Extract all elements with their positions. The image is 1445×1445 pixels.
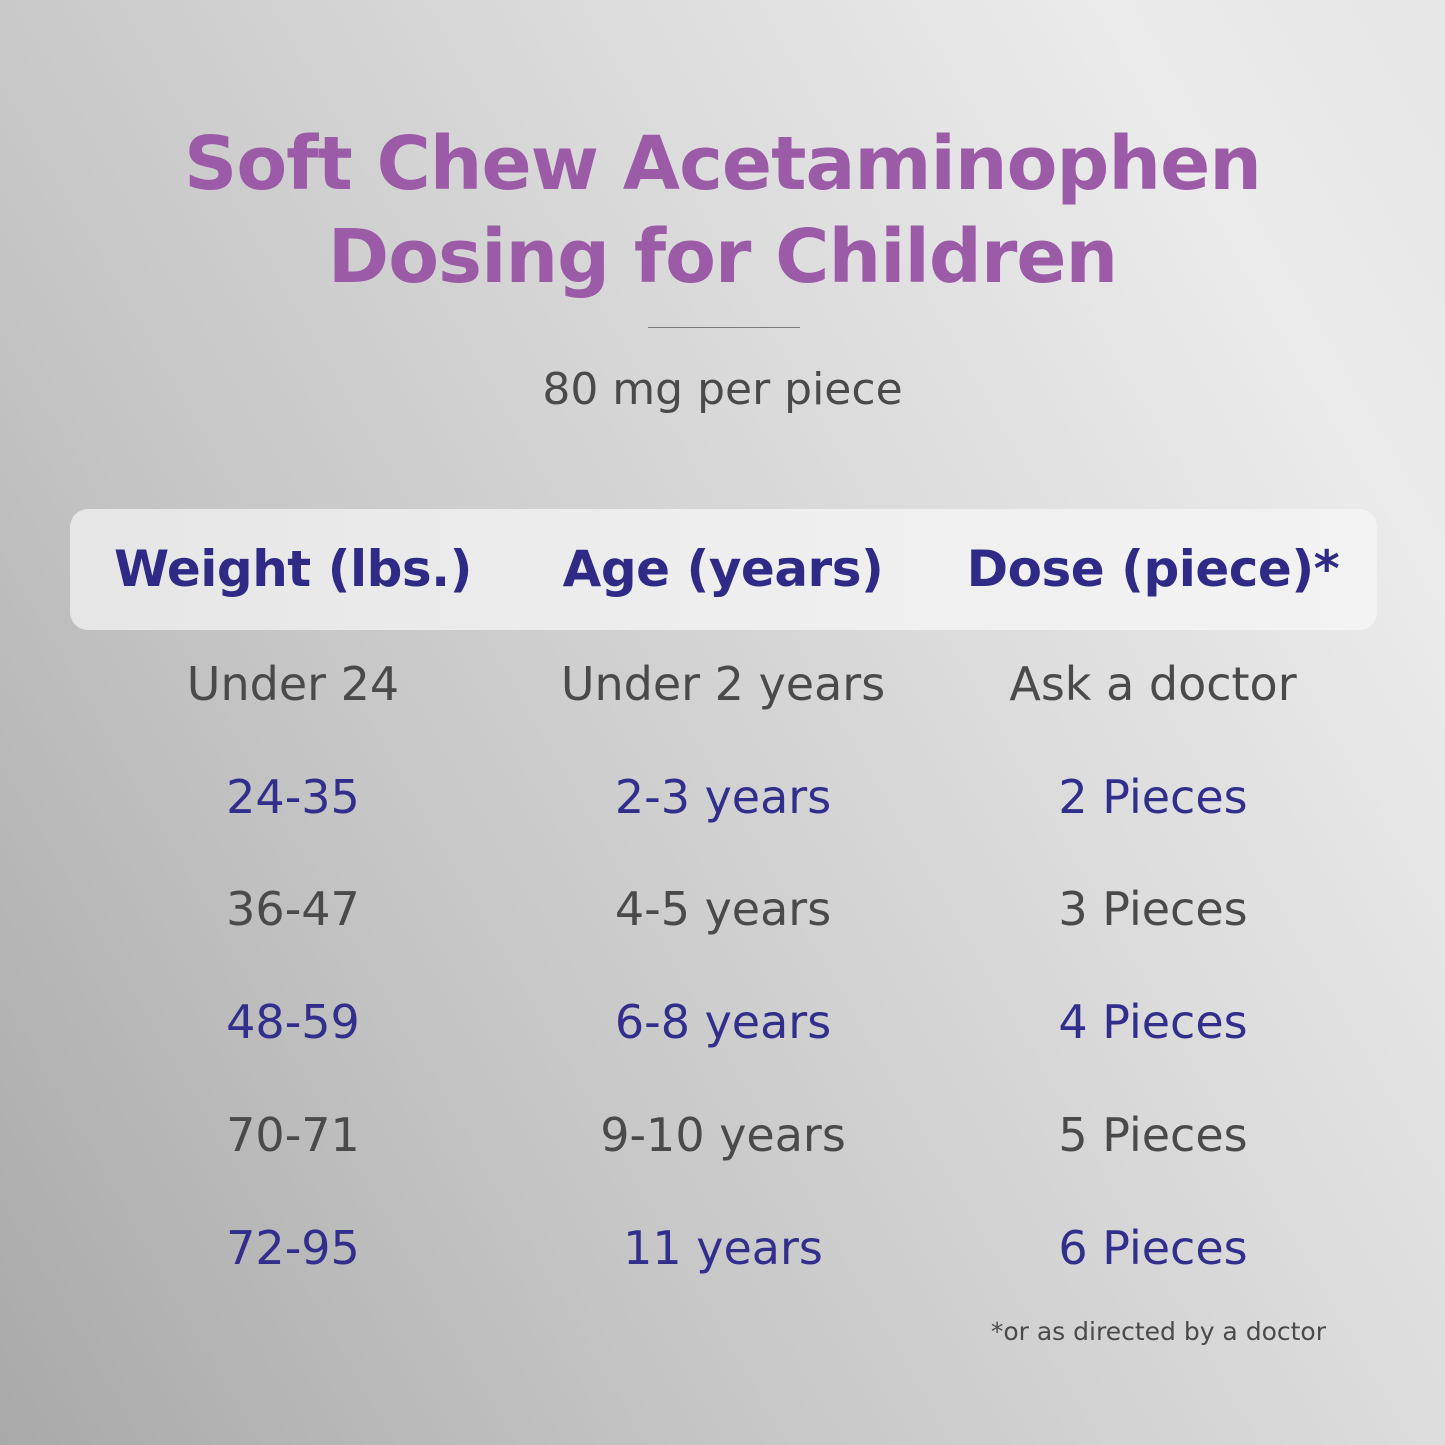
table-row-5-dose: 6 Pieces xyxy=(1058,1221,1248,1275)
table-header-panel xyxy=(70,509,1377,630)
table-row-0-age: Under 2 years xyxy=(560,657,886,711)
table-row-4-weight: 70-71 xyxy=(226,1108,360,1162)
table-row-1-age: 2-3 years xyxy=(614,770,832,824)
table-row-3-dose: 4 Pieces xyxy=(1058,995,1248,1049)
table-row-3-weight: 48-59 xyxy=(226,995,360,1049)
table-row-4-age: 9-10 years xyxy=(600,1108,846,1162)
table-row-5-age: 11 years xyxy=(623,1221,823,1275)
header-weight: Weight (lbs.) xyxy=(113,540,473,598)
table-row-0-dose: Ask a doctor xyxy=(1009,657,1297,711)
table-row-1-weight: 24-35 xyxy=(226,770,360,824)
table-row-2-weight: 36-47 xyxy=(226,882,360,936)
header-dose: Dose (piece)* xyxy=(966,540,1340,598)
page-title: Soft Chew Acetaminophen Dosing for Child… xyxy=(0,118,1445,304)
table-row-5-weight: 72-95 xyxy=(226,1221,360,1275)
title-divider xyxy=(648,327,800,328)
table-row-2-dose: 3 Pieces xyxy=(1058,882,1248,936)
subtitle: 80 mg per piece xyxy=(542,364,903,415)
header-age: Age (years) xyxy=(562,540,884,598)
title-line-2: Dosing for Children xyxy=(327,214,1118,300)
table-row-1-dose: 2 Pieces xyxy=(1058,770,1248,824)
table-row-3-age: 6-8 years xyxy=(614,995,832,1049)
table-row-0-weight: Under 24 xyxy=(186,657,400,711)
table-row-4-dose: 5 Pieces xyxy=(1058,1108,1248,1162)
title-line-1: Soft Chew Acetaminophen xyxy=(184,121,1262,207)
footnote: *or as directed by a doctor xyxy=(990,1317,1326,1346)
table-row-2-age: 4-5 years xyxy=(614,882,832,936)
